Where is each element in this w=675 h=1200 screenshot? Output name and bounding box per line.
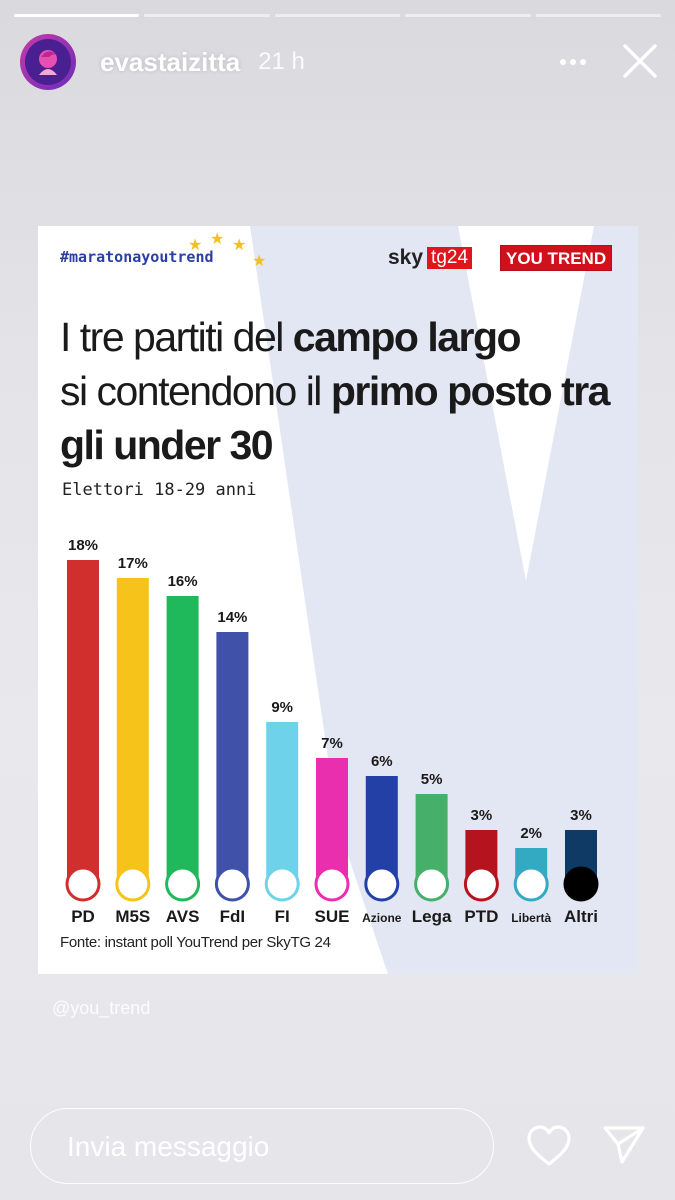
bar-value-label: 16% <box>168 573 198 590</box>
svg-text:★: ★ <box>210 231 224 248</box>
svg-text:★: ★ <box>232 237 246 254</box>
post-title: I tre partiti del campo largo si contend… <box>60 310 620 472</box>
progress-fill <box>14 14 140 17</box>
category-label: SUE <box>315 907 350 926</box>
progress-segment <box>535 14 662 17</box>
progress-segment <box>405 14 531 17</box>
sky-logo-text: sky <box>388 246 424 269</box>
bar-fdi <box>216 632 249 884</box>
youtrend-logo: YOU TREND <box>500 245 613 271</box>
party-logo-icon <box>414 866 450 902</box>
hashtag: #maratonayoutrend <box>60 248 214 266</box>
bar-value-label: 14% <box>217 609 247 626</box>
bar-chart: 18% PD 17% M5S 16% AVS 14% FdI 9% FI 7% SUE 6% Azione… <box>65 537 599 926</box>
category-label: AVS <box>166 907 200 926</box>
party-logo-icon <box>165 866 201 902</box>
bar-azione <box>365 776 398 884</box>
bar-value-label: 17% <box>118 555 148 572</box>
more-dots-icon[interactable] <box>559 52 587 72</box>
avatar[interactable] <box>20 34 76 90</box>
bar-value-label: 5% <box>421 771 443 788</box>
party-logo-icon <box>364 866 400 902</box>
title-part: si contendono il <box>60 368 331 414</box>
category-label: Altri <box>564 907 598 926</box>
close-icon[interactable] <box>621 42 659 80</box>
bar-value-label: 3% <box>570 807 592 824</box>
progress-segment <box>274 14 401 17</box>
category-label: Libertà <box>511 911 551 925</box>
bar-value-label: 6% <box>371 753 393 770</box>
category-label: Lega <box>412 907 452 926</box>
title-part: I tre partiti del <box>60 314 293 360</box>
watermark-handle: @you_trend <box>52 998 151 1018</box>
tg24-logo-text: tg24 <box>427 247 473 269</box>
bar-value-label: 3% <box>471 807 493 824</box>
bar-avs <box>166 596 199 884</box>
skytg24-logo: sky tg24 <box>388 246 473 270</box>
heart-icon[interactable] <box>526 1124 572 1168</box>
bar-pd <box>67 560 99 884</box>
party-logo-icon <box>463 866 499 902</box>
party-logo-icon <box>115 866 151 902</box>
eu-stars-icon: ★ ★ ★ ★ <box>188 231 266 268</box>
category-label: M5S <box>115 907 150 926</box>
svg-text:★: ★ <box>252 253 266 268</box>
send-icon[interactable] <box>602 1124 646 1166</box>
bar-value-label: 2% <box>520 825 542 842</box>
bar-fi <box>266 722 299 884</box>
category-label: FI <box>275 907 290 926</box>
party-logo-icon <box>314 866 350 902</box>
party-logo-icon <box>563 866 599 902</box>
progress-segment <box>144 14 270 17</box>
chart-source: Fonte: instant poll YouTrend per SkyTG 2… <box>60 934 331 951</box>
chart-subtitle: Elettori 18-29 anni <box>62 480 257 500</box>
post-image: #maratonayoutrend ★ ★ ★ ★ sky tg24 YOU T… <box>38 226 638 974</box>
category-label: Azione <box>362 911 402 925</box>
avatar-illustration-icon <box>39 50 57 75</box>
bar-value-label: 9% <box>271 699 293 716</box>
title-part-bold: primo posto tra gli under 30 <box>60 368 611 468</box>
story-progress <box>14 14 662 17</box>
party-logo-icon <box>65 866 101 902</box>
bar-sue <box>316 758 348 884</box>
bar-value-label: 18% <box>68 537 98 554</box>
category-label: FdI <box>220 907 246 926</box>
svg-text:★: ★ <box>188 237 202 254</box>
bar-value-label: 7% <box>321 735 343 752</box>
bar-m5s <box>116 578 149 884</box>
message-placeholder: Invia messaggio <box>67 1131 270 1162</box>
message-input[interactable]: Invia messaggio <box>30 1108 494 1184</box>
category-label: PD <box>71 907 95 926</box>
party-logo-icon <box>264 866 300 902</box>
post-time: 21 h <box>258 48 305 75</box>
category-label: PTD <box>464 907 498 926</box>
party-logo-icon <box>214 866 250 902</box>
title-part-bold: campo largo <box>292 314 522 360</box>
progress-segment <box>14 14 140 17</box>
story-header: evastaizitta 21 h <box>20 34 659 90</box>
party-logo-icon <box>513 866 549 902</box>
username[interactable]: evastaizitta <box>100 46 241 77</box>
